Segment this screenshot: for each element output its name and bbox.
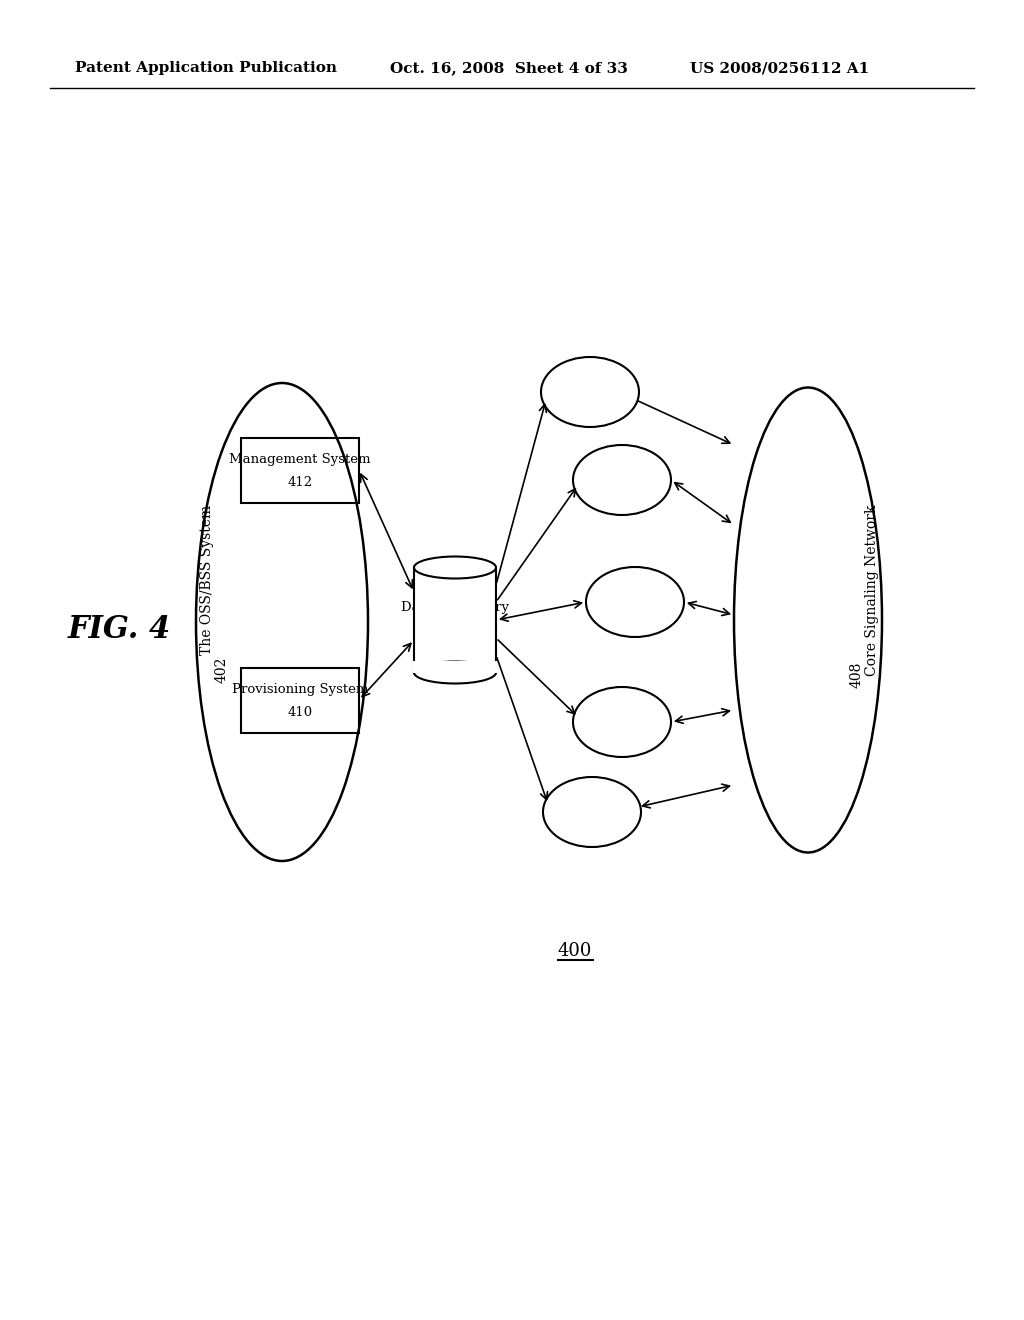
Bar [241, 437, 359, 503]
Ellipse shape [414, 661, 496, 684]
Text: US 2008/0256112 A1: US 2008/0256112 A1 [690, 61, 869, 75]
Text: Applications: Applications [585, 706, 658, 719]
Bar [414, 568, 496, 672]
Text: 404: 404 [442, 626, 468, 639]
Text: 408: 408 [850, 661, 864, 688]
Text: 406c: 406c [621, 606, 649, 619]
Text: Applications: Applications [598, 586, 672, 599]
Text: 400: 400 [558, 942, 592, 960]
Text: 412: 412 [288, 477, 312, 490]
Text: Applications: Applications [585, 465, 658, 478]
Ellipse shape [543, 777, 641, 847]
Ellipse shape [573, 686, 671, 756]
Text: Core Signaling Network: Core Signaling Network [865, 504, 879, 676]
Text: Patent Application Publication: Patent Application Publication [75, 61, 337, 75]
Text: 406d: 406d [607, 483, 637, 496]
Text: FIG. 4: FIG. 4 [68, 615, 171, 645]
Text: Provisioning System: Provisioning System [231, 684, 369, 697]
Text: Data Repository: Data Repository [401, 602, 509, 615]
Ellipse shape [414, 557, 496, 578]
Bar [241, 668, 359, 733]
Text: 406e: 406e [575, 396, 605, 408]
Text: Oct. 16, 2008  Sheet 4 of 33: Oct. 16, 2008 Sheet 4 of 33 [390, 61, 628, 75]
Text: Applications: Applications [553, 376, 627, 389]
Ellipse shape [573, 445, 671, 515]
Text: 406b: 406b [607, 726, 637, 738]
Text: 410: 410 [288, 706, 312, 719]
Text: 406a: 406a [578, 816, 607, 829]
Text: Applications: Applications [555, 796, 629, 809]
Text: 402: 402 [215, 657, 229, 684]
Text: Management System: Management System [229, 454, 371, 466]
Ellipse shape [586, 568, 684, 638]
Ellipse shape [541, 356, 639, 426]
Text: The OSS/BSS System: The OSS/BSS System [200, 504, 214, 655]
Bar [413, 660, 497, 672]
